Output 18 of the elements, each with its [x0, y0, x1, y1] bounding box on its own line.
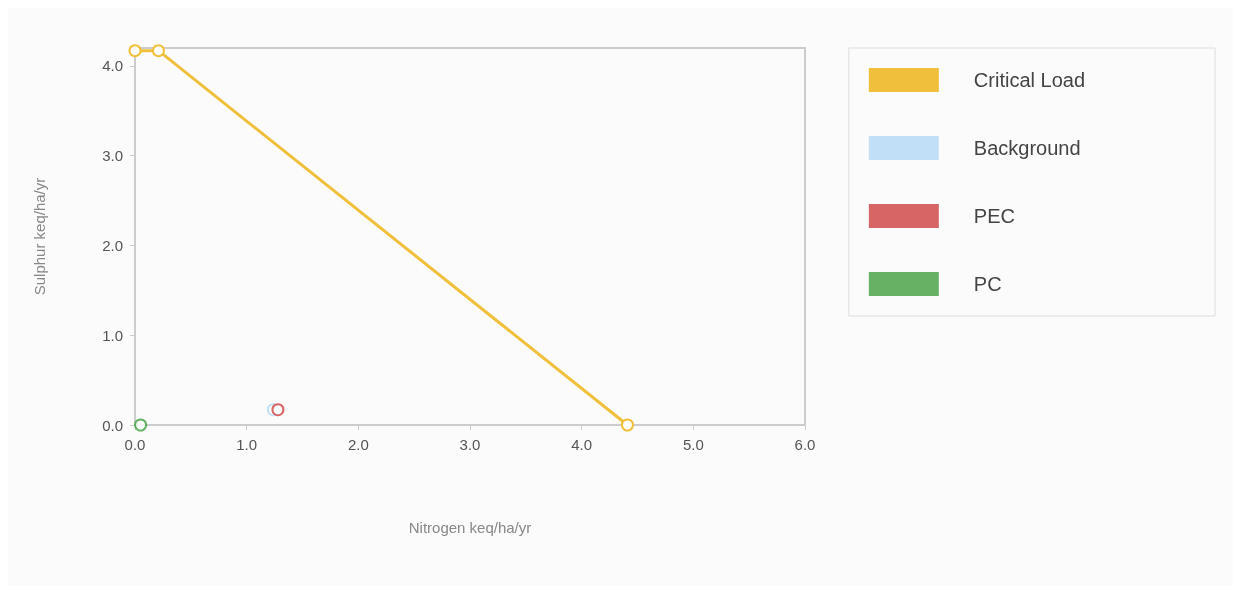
y-tick-label: 3.0: [102, 147, 123, 165]
y-axis-title: Sulphur keq/ha/yr: [31, 177, 48, 296]
legend-label: Background: [973, 137, 1081, 159]
x-tick-label: 0.0: [124, 436, 146, 453]
legend-label: PEC: [973, 205, 1015, 227]
x-tick-label: 4.0: [571, 436, 593, 453]
x-axis-title: Nitrogen keq/ha/yr: [408, 519, 532, 536]
x-tick-label: 1.0: [236, 436, 258, 453]
legend-label: Critical Load: [973, 69, 1086, 91]
x-tick-label: 5.0: [682, 436, 704, 453]
x-tick-label: 2.0: [347, 436, 369, 453]
legend-label: PC: [973, 273, 1002, 295]
y-tick-label: 0.0: [102, 416, 123, 434]
y-tick-label: 2.0: [102, 236, 123, 254]
y-tick-label: 1.0: [102, 326, 123, 344]
x-tick-label: 6.0: [794, 436, 816, 453]
x-tick-label: 3.0: [459, 436, 481, 453]
y-tick-label: 4.0: [102, 57, 123, 75]
